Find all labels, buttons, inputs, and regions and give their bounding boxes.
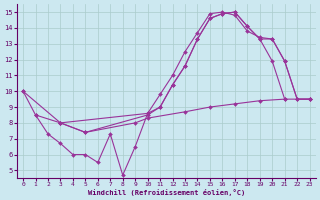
X-axis label: Windchill (Refroidissement éolien,°C): Windchill (Refroidissement éolien,°C) xyxy=(88,189,245,196)
